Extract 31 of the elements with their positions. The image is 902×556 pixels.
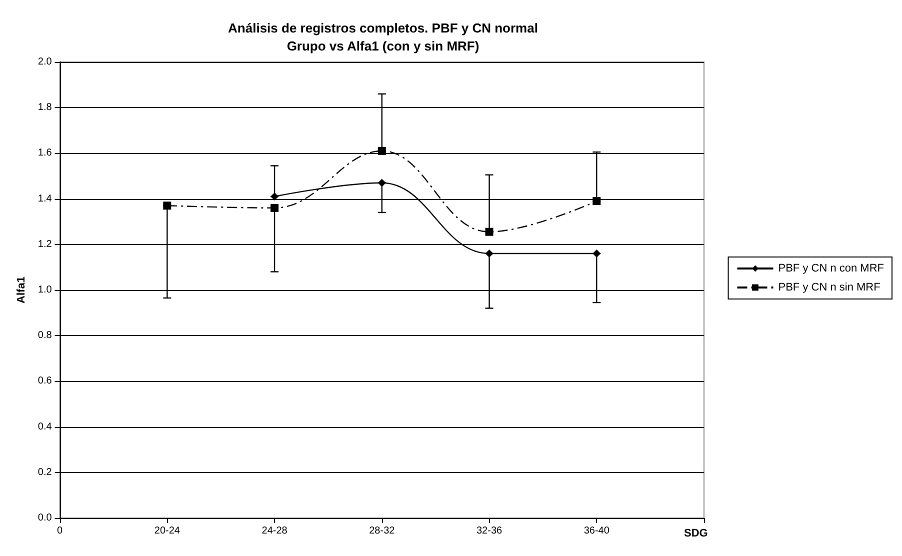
y-tick-label: 2.0 xyxy=(38,56,52,68)
point xyxy=(378,146,386,155)
y-tick-label: 1.8 xyxy=(38,102,52,114)
point xyxy=(378,178,386,187)
x-tick-label: 0 xyxy=(57,526,64,536)
x-tick-label: 32-36 xyxy=(476,526,502,536)
y-tick-label: 0.6 xyxy=(38,376,52,387)
x-tick-label: 28-32 xyxy=(369,526,396,536)
point xyxy=(485,250,494,258)
point xyxy=(485,228,494,236)
y-tick-label: 0.2 xyxy=(38,466,52,478)
point xyxy=(592,197,601,206)
y-tick-label: 1.6 xyxy=(38,148,52,159)
point xyxy=(592,250,601,258)
y-axis-title: Alfa1 xyxy=(16,276,28,304)
x-tick-label: 24-28 xyxy=(262,526,288,536)
x-tick-label: 36-40 xyxy=(584,526,610,536)
point xyxy=(270,192,279,201)
y-tick-label: 1.0 xyxy=(38,284,52,296)
legend-label: PBF y CN n sin MRF xyxy=(778,282,881,294)
legend-label: PBF y CN n con MRF xyxy=(778,262,884,274)
point xyxy=(270,204,279,212)
y-tick-label: 1.2 xyxy=(38,238,52,250)
x-tick-label: 20-24 xyxy=(154,526,180,536)
point xyxy=(163,202,172,210)
y-tick-label: 0.0 xyxy=(38,512,52,524)
y-tick-label: 0.4 xyxy=(38,421,52,432)
y-tick-label: 0.8 xyxy=(38,330,52,342)
chart-title: Análisis de registros completos. PBF y CN normal Grupo vs Alfa1 (con y sin MRF) xyxy=(228,20,538,54)
x-axis-title: SDG xyxy=(684,528,708,540)
y-tick-label: 1.4 xyxy=(38,193,52,204)
